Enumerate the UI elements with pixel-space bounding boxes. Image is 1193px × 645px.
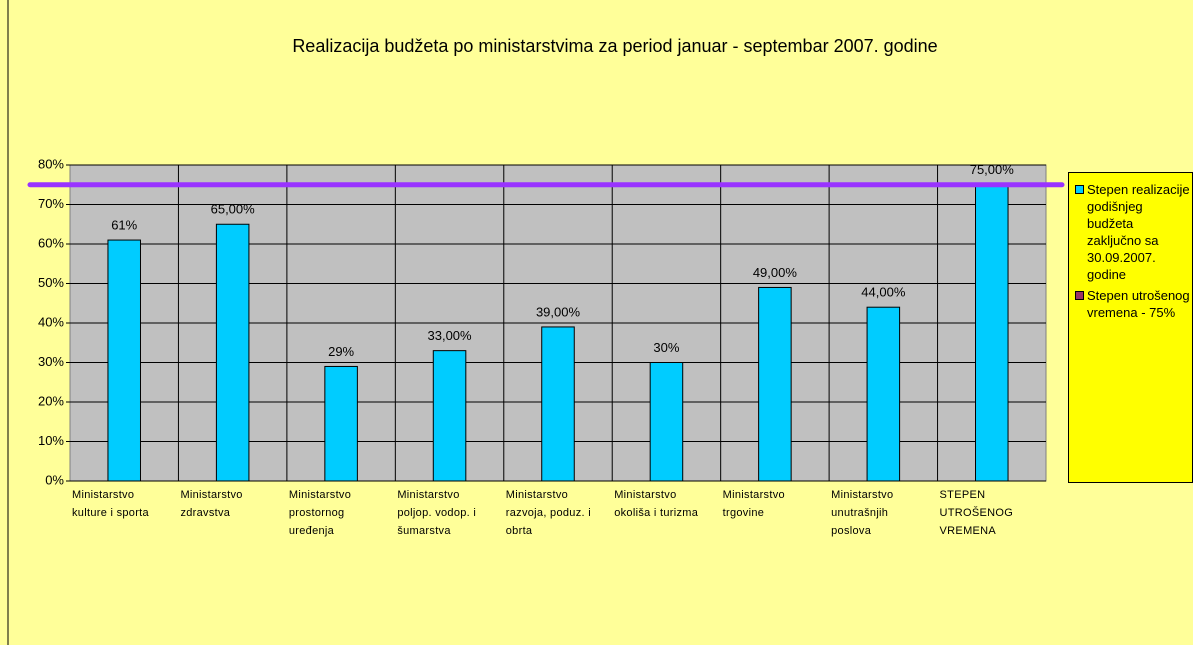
value-label: 33,00% [428,328,473,343]
bar [541,326,575,482]
bar [107,239,141,482]
bar [649,362,684,482]
value-label: 29% [328,344,354,359]
bar [432,350,467,482]
bar [215,223,250,482]
x-tick-label: Ministarstvo unutrašnjih poslova [831,489,894,537]
bar [324,365,358,482]
y-tick-label: 30% [38,354,64,369]
legend-item: Stepen realizacije godišnjeg budžeta zak… [1075,181,1190,283]
bar [758,286,792,482]
y-tick-label: 50% [38,275,64,290]
y-tick-label: 10% [38,433,64,448]
bar [866,306,901,482]
legend-item: Stepen utrošenog vremena - 75% [1075,287,1190,321]
legend-label: Stepen utrošenog vremena - 75% [1087,288,1190,320]
y-tick-label: 40% [38,314,64,329]
x-tick-label: Ministarstvo trgovine [722,489,785,519]
legend: Stepen realizacije godišnjeg budžeta zak… [1068,172,1193,483]
y-tick-label: 0% [45,472,64,487]
value-label: 30% [653,340,679,355]
value-label: 44,00% [861,285,906,300]
x-tick-label: Ministarstvo razvoja, poduz. i obrta [505,489,591,537]
x-tick-label: Ministarstvo zdravstva [180,489,243,519]
value-label: 65,00% [211,202,256,217]
y-tick-label: 80% [38,156,64,171]
value-label: 49,00% [753,265,798,280]
chart-title: Realizacija budžeta po ministarstvima za… [292,36,937,56]
x-tick-label: Ministarstvo okoliša i turizma [614,489,699,519]
x-tick-label: Ministarstvo kulture i sporta [72,489,149,519]
bar [975,184,1009,482]
y-tick-label: 60% [38,235,64,250]
y-tick-label: 70% [38,196,64,211]
x-tick-label: Ministarstvo prostornog uređenja [288,489,352,537]
value-label: 75,00% [970,162,1015,177]
value-label: 39,00% [536,304,581,319]
legend-swatch [1075,185,1084,194]
x-tick-label: STEPEN UTROŠENOG VREMENA [939,489,1014,537]
legend-swatch [1075,291,1084,300]
x-tick-label: Ministarstvo poljop. vodop. i šumarstva [397,489,477,537]
legend-label: Stepen realizacije godišnjeg budžeta zak… [1087,182,1190,282]
value-label: 61% [111,217,137,232]
y-tick-label: 20% [38,393,64,408]
